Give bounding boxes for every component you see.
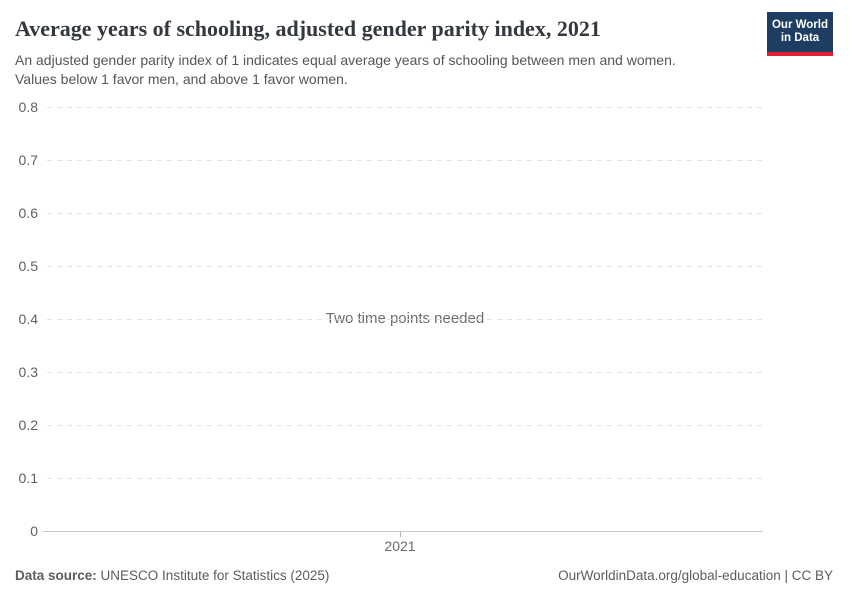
- chart-subtitle-line-2: Values below 1 favor men, and above 1 fa…: [15, 70, 348, 87]
- owid-logo-line-2: in Data: [780, 32, 820, 44]
- y-gridline-0.1: [47, 478, 763, 479]
- y-tick-label-0.1: 0.1: [18, 470, 38, 486]
- chart-footer: Data source: UNESCO Institute for Statis…: [15, 568, 833, 583]
- x-tick-mark-2021: [400, 532, 401, 537]
- y-tick-label-0: 0: [30, 523, 38, 539]
- y-tick-label-0.6: 0.6: [18, 205, 38, 221]
- y-gridline-0.7: [47, 160, 763, 161]
- y-tick-label-0.7: 0.7: [18, 152, 38, 168]
- y-gridline-0.8: [47, 107, 763, 108]
- chart-subtitle-line-1: An adjusted gender parity index of 1 ind…: [15, 52, 676, 68]
- chart-title: Average years of schooling, adjusted gen…: [15, 16, 601, 41]
- y-gridline-0.4: [47, 319, 763, 320]
- y-tick-label-0.8: 0.8: [18, 99, 38, 115]
- y-tick-label-0.4: 0.4: [18, 311, 38, 327]
- x-tick-label-2021: 2021: [384, 538, 416, 554]
- owid-logo[interactable]: Our World in Data: [767, 12, 833, 56]
- x-axis-line: [43, 531, 763, 532]
- y-tick-label-0.3: 0.3: [18, 364, 38, 380]
- empty-state-message: Two time points needed: [47, 310, 763, 327]
- y-gridline-0.3: [47, 372, 763, 373]
- chart-subtitle: An adjusted gender parity index of 1 ind…: [15, 51, 676, 88]
- owid-url-link[interactable]: OurWorldinData.org/global-education | CC…: [558, 568, 833, 583]
- y-gridline-0.2: [47, 425, 763, 426]
- y-tick-label-0.5: 0.5: [18, 258, 38, 274]
- data-source-note: Data source: UNESCO Institute for Statis…: [15, 568, 329, 583]
- owid-logo-line-1: Our World: [771, 18, 828, 31]
- y-gridline-0.5: [47, 266, 763, 267]
- y-gridline-0.6: [47, 213, 763, 214]
- y-tick-label-0.2: 0.2: [18, 417, 38, 433]
- data-source-text: UNESCO Institute for Statistics (2025): [100, 568, 330, 583]
- data-source-label: Data source:: [15, 568, 97, 583]
